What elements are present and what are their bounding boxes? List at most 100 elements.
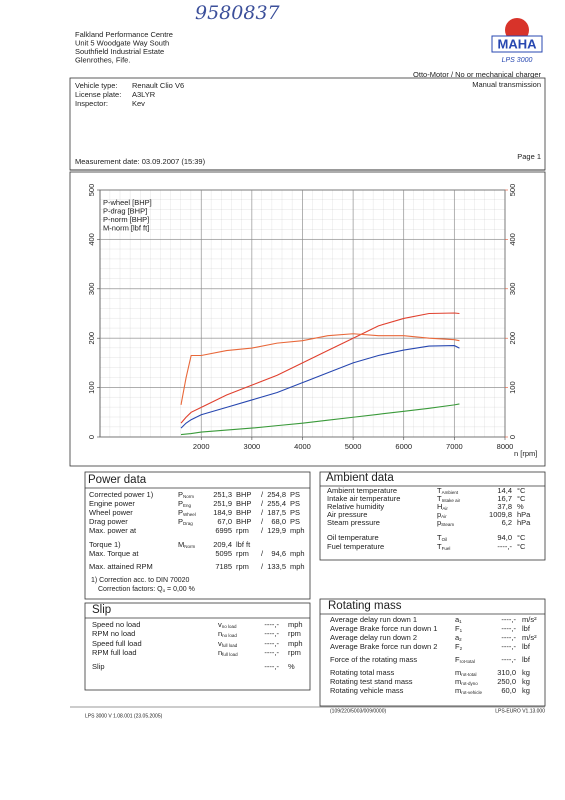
symbol-sub: 2 (459, 637, 462, 642)
ambient-value: 16,7 (497, 494, 512, 503)
logo-text: MAHA (498, 36, 538, 51)
slip-box (84, 602, 311, 691)
symbol-sub: Drag (183, 521, 193, 526)
power-label: Wheel power (89, 508, 133, 517)
power-unit: PS (290, 490, 300, 499)
symbol: F1 (455, 624, 463, 633)
symbol-main: F (455, 642, 460, 651)
chart-box (69, 171, 546, 467)
vehicle-info: Manual transmission (472, 80, 541, 89)
section-title: Slip (92, 604, 111, 616)
vehicle-label: License plate: (75, 90, 121, 99)
power-value: 7185 (215, 562, 232, 571)
symbol-main: P (178, 490, 183, 499)
power-unit: mph (290, 562, 305, 571)
slip-unit: % (288, 662, 295, 671)
power-unit: rpm (236, 549, 249, 558)
power-unit: PS (290, 517, 300, 526)
ambient-value: 37,8 (497, 502, 512, 511)
ambient-unit: hPa (517, 518, 531, 527)
symbol: vno load (218, 620, 237, 629)
power-value: 6995 (215, 526, 232, 535)
symbol-sub: rot-total (461, 672, 476, 677)
symbol-sub: 2 (460, 646, 463, 651)
legend-entry: P-wheel [BHP] (103, 198, 152, 207)
symbol: PWheel (178, 508, 196, 517)
symbol: pSteam (437, 518, 454, 527)
rotating-value: ----,- (501, 633, 516, 642)
separator: / (261, 490, 264, 499)
power-unit: BHP (236, 490, 251, 499)
x-tick-label: 8000 (497, 442, 514, 451)
x-tick-label: 7000 (446, 442, 463, 451)
ambient-label: Fuel temperature (327, 542, 384, 551)
symbol: TFuel (437, 542, 450, 551)
rotating-value: ----,- (501, 615, 516, 624)
power-value: 68,0 (271, 517, 286, 526)
ambient-value: 14,4 (497, 486, 512, 495)
x-tick-label: 6000 (395, 442, 412, 451)
power-value: 5095 (215, 549, 232, 558)
symbol: TAmbient (437, 486, 459, 495)
vehicle-value: Kev (132, 99, 145, 108)
rotating-label: Rotating test stand mass (330, 677, 413, 686)
symbol: a1 (455, 615, 462, 624)
symbol-sub: Norm (184, 544, 195, 549)
power-value: 187,5 (267, 508, 286, 517)
symbol: mrot-dyno (455, 677, 478, 686)
symbol-main: T (437, 486, 442, 495)
power-unit: rpm (236, 526, 249, 535)
power-value: 133,5 (267, 562, 286, 571)
power-label: Drag power (89, 517, 128, 526)
symbol: mrot-vehicle (455, 686, 483, 695)
power-value: 251,9 (213, 499, 232, 508)
rotating-box (319, 598, 546, 707)
footer-center: (109/220/5003/009/0000) (330, 708, 386, 714)
ambient-value: 1009,8 (489, 510, 512, 519)
rotating-unit: lbf (522, 655, 531, 664)
power-unit: BHP (236, 508, 251, 517)
symbol: nfull load (218, 648, 238, 657)
footnote: 1) Correction acc. to DIN 70020 (91, 577, 190, 584)
symbol-sub: Eng (183, 503, 192, 508)
symbol-main: T (437, 542, 442, 551)
separator: / (261, 517, 264, 526)
series-line (180, 403, 460, 436)
y2-tick-label: 0 (508, 435, 517, 439)
symbol-sub: Air (442, 506, 448, 511)
y-tick-label: 500 (87, 184, 96, 197)
symbol: MNorm (178, 540, 196, 549)
ambient-label: Intake air temperature (327, 494, 400, 503)
slip-label: RPM full load (92, 648, 137, 657)
symbol-main: m (455, 668, 461, 677)
x-tick-label: 4000 (294, 442, 311, 451)
symbol: Frot-total (455, 655, 475, 664)
power-unit: lbf ft (236, 540, 251, 549)
x-tick-label: 2000 (193, 442, 210, 451)
logo: MAHA LPS 3000 (491, 18, 543, 64)
symbol-main: v (218, 620, 222, 629)
power-label: Corrected power 1) (89, 490, 154, 499)
rotating-label: Average Brake force run down 2 (330, 642, 437, 651)
slip-unit: rpm (288, 629, 301, 638)
rotating-value: 250,0 (497, 677, 516, 686)
power-box (84, 471, 311, 600)
rotating-label: Average delay run down 1 (330, 615, 417, 624)
power-label: Torque 1) (89, 540, 121, 549)
y2-tick-label: 500 (508, 184, 517, 197)
address-line: Southfield Industrial Estate (75, 47, 164, 56)
ambient-unit: °C (517, 486, 526, 495)
y-tick-label: 100 (87, 381, 96, 394)
rotating-value: ----,- (501, 642, 516, 651)
rotating-unit: kg (522, 668, 530, 677)
legend-entry: P-norm [BHP] (103, 215, 149, 224)
symbol: PDrag (178, 517, 193, 526)
factors-rest: = 0,00 % (165, 586, 195, 593)
separator: / (261, 499, 264, 508)
symbol-main: H (437, 502, 442, 511)
address-line: Unit 5 Woodgate Way South (75, 38, 169, 47)
ambient-value: 94,0 (497, 533, 512, 542)
y-tick-label: 400 (87, 233, 96, 246)
symbol-sub: no load (222, 633, 237, 638)
